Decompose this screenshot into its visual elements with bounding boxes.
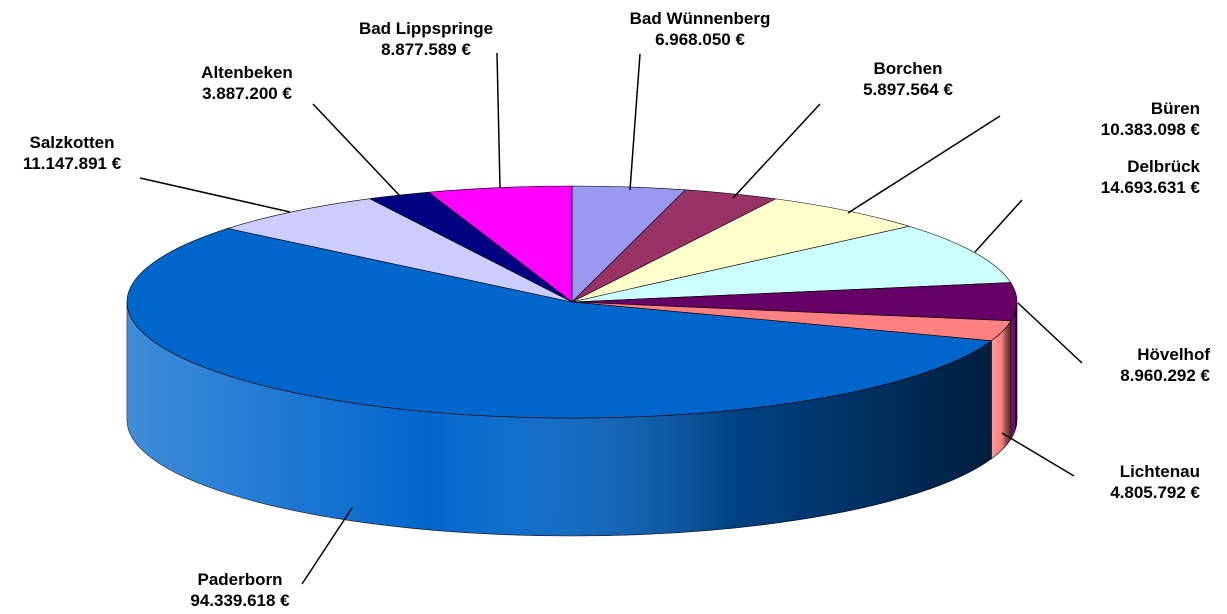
label-value-borchen: 5.897.564 € <box>863 80 953 99</box>
label-value-paderborn: 94.339.618 € <box>190 591 290 610</box>
leader-line-bad-lippspringe <box>496 52 501 189</box>
leader-line-delbruck <box>974 199 1023 253</box>
label-value-delbruck: 14.693.631 € <box>1101 178 1201 197</box>
label-name-delbruck: Delbrück <box>1127 157 1200 176</box>
slice-side-shade-hovelhof <box>1011 302 1017 439</box>
slice-side-shade-paderborn <box>127 302 992 537</box>
slice-delbruck <box>571 225 1012 303</box>
leader-line-paderborn <box>301 507 353 585</box>
leader-line-lichtenau <box>1001 432 1075 477</box>
label-value-hovelhof: 8.960.292 € <box>1120 366 1210 385</box>
label-name-paderborn: Paderborn <box>197 570 282 589</box>
leader-line-hovelhof <box>1017 302 1083 364</box>
leader-line-borchen <box>732 103 821 199</box>
label-value-altenbeken: 3.887.200 € <box>202 84 292 103</box>
label-name-borchen: Borchen <box>874 59 943 78</box>
slice-hovelhof <box>571 282 1018 322</box>
label-name-bad-lippspringe: Bad Lippspringe <box>359 19 493 38</box>
leader-line-buren <box>847 115 1001 214</box>
label-value-bad-lippspringe: 8.877.589 € <box>381 40 471 59</box>
label-name-salzkotten: Salzkotten <box>29 133 114 152</box>
label-value-salzkotten: 11.147.891 € <box>23 154 122 173</box>
slice-paderborn <box>126 228 993 419</box>
pie-sides <box>126 301 1018 537</box>
leader-line-salzkotten <box>139 177 291 213</box>
leader-line-altenbeken <box>312 103 401 197</box>
label-value-bad-wunnenberg: 6.968.050 € <box>655 30 745 49</box>
slice-side-shade-lichtenau <box>991 320 1012 459</box>
leader-line-bad-wunnenberg <box>629 53 641 191</box>
pie-labels: Bad Wünnenberg 6.968.050 € Borchen 5.897.56… <box>23 9 1211 610</box>
label-name-lichtenau: Lichtenau <box>1120 462 1200 481</box>
label-name-altenbeken: Altenbeken <box>201 63 293 82</box>
label-name-hovelhof: Hövelhof <box>1137 345 1210 364</box>
slice-salzkotten <box>226 198 573 303</box>
label-name-bad-wunnenberg: Bad Wünnenberg <box>630 9 771 28</box>
pie-tops <box>126 185 1018 419</box>
slice-buren <box>571 198 911 303</box>
label-name-buren: Büren <box>1151 99 1200 118</box>
label-value-lichtenau: 4.805.792 € <box>1110 483 1200 502</box>
label-value-buren: 10.383.098 € <box>1101 120 1201 139</box>
